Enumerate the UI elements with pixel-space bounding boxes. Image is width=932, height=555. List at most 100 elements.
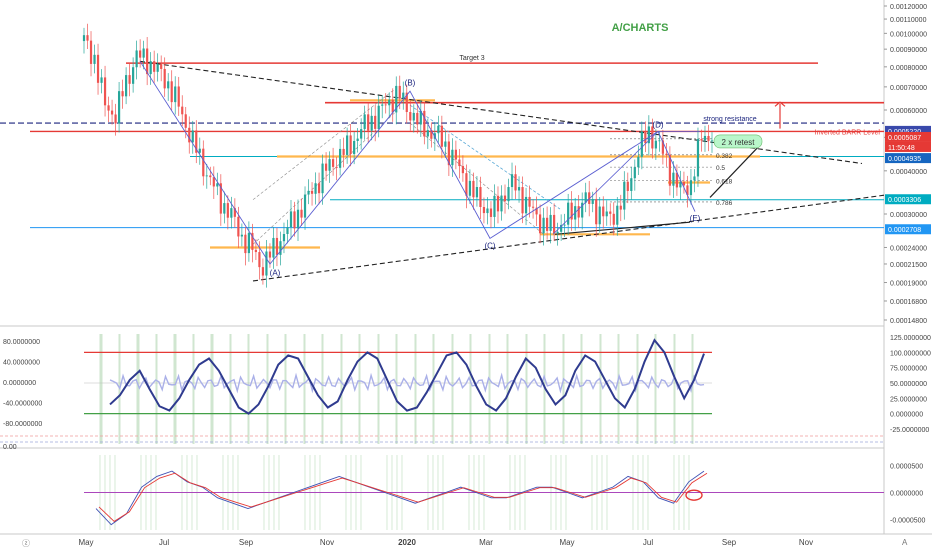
- candle-body: [303, 194, 307, 218]
- candle-body: [682, 181, 686, 186]
- time-axis-label: Sep: [722, 538, 737, 547]
- candle-body: [160, 64, 163, 69]
- price-axis: 0.00120000 0.00110000 0.00100000 0.00090000…: [884, 4, 927, 325]
- price-tag-text: 0.0003306: [888, 197, 921, 204]
- price-levels: Target 3 Inverted BARR Level strong resist…: [0, 55, 884, 229]
- macd-right-label: -0.0000500: [890, 517, 926, 524]
- candle-body: [268, 251, 272, 258]
- breakout-line: [709, 144, 761, 198]
- price-axis-label: 0.00070000: [890, 85, 927, 92]
- candle-body: [395, 85, 398, 113]
- candle-body: [658, 140, 661, 142]
- price-tag-text: 0.0005087: [888, 135, 921, 142]
- candle-body: [339, 148, 342, 168]
- candle-body: [198, 148, 201, 153]
- candle-body: [595, 199, 598, 225]
- price-axis-label: 0.00030000: [890, 212, 927, 219]
- candle-body: [346, 135, 349, 155]
- candle-body: [556, 231, 559, 234]
- osc-fast-line: [109, 372, 705, 394]
- candle-body: [517, 187, 521, 191]
- price-level-label: Target 3: [459, 55, 484, 62]
- candle-body: [191, 130, 194, 143]
- candle-body: [668, 154, 671, 186]
- candle-body: [458, 159, 461, 167]
- candle-body: [184, 114, 187, 128]
- wave-label: (D): [652, 120, 663, 129]
- candle-body: [672, 172, 675, 186]
- target-arrow-head: [774, 101, 786, 107]
- time-axis-label: Jul: [643, 538, 653, 547]
- candle-body: [444, 141, 447, 147]
- osc-right-label: 125.0000000: [890, 335, 931, 342]
- candle-body: [570, 202, 573, 220]
- candle-body: [272, 237, 275, 258]
- candle-body: [402, 92, 405, 99]
- time-axis-label: Nov: [799, 538, 813, 547]
- candle-body: [472, 180, 475, 198]
- candle-body: [447, 141, 450, 166]
- candle-body: [563, 224, 566, 226]
- candle-body: [605, 211, 608, 217]
- candle-body: [598, 206, 601, 225]
- candle-body: [693, 176, 696, 181]
- candle-body: [121, 91, 124, 97]
- candle-body: [167, 81, 170, 89]
- signal-line: [98, 472, 708, 522]
- candle-body: [377, 105, 380, 129]
- candle-body: [209, 175, 212, 178]
- wave-label: (A): [270, 269, 281, 278]
- price-axis-label: 0.00100000: [890, 31, 927, 38]
- candle-body: [430, 130, 433, 139]
- wave-path: [139, 61, 696, 265]
- price-tag-text: 0.0002708: [888, 227, 921, 234]
- candle-body: [493, 195, 496, 217]
- candle-body: [465, 173, 468, 196]
- candle-body: [679, 181, 682, 188]
- candle-body: [367, 114, 370, 131]
- candle-body: [616, 205, 619, 225]
- candle-body: [96, 54, 100, 83]
- osc-right-label: 0.0000000: [890, 412, 923, 419]
- candle-body: [349, 135, 352, 155]
- candle-body: [609, 211, 612, 214]
- candle-body: [310, 190, 314, 194]
- candle-body: [619, 205, 622, 210]
- wave-label: (E): [690, 214, 701, 223]
- candle-body: [654, 140, 657, 149]
- candle-body: [451, 149, 454, 166]
- candle-body: [531, 206, 535, 208]
- candle-body: [686, 185, 689, 196]
- candle-body: [356, 138, 359, 141]
- osc-right-label: 100.0000000: [890, 350, 931, 357]
- candle-body: [437, 125, 440, 134]
- wave-label: (B): [405, 79, 416, 88]
- candle-body: [153, 61, 156, 72]
- candle-body: [296, 209, 300, 229]
- candle-body: [230, 208, 233, 218]
- price-axis-label: 0.00060000: [890, 108, 927, 115]
- oscillator-panel: [0, 334, 884, 444]
- channel-line: [252, 88, 396, 200]
- auto-scale-icon[interactable]: A: [902, 538, 908, 547]
- candle-body: [117, 91, 121, 124]
- price-tag-bg: [885, 131, 931, 142]
- highlight-circle: [685, 489, 703, 501]
- support-trendline: [554, 221, 691, 235]
- macd-right-label: 0.0000500: [890, 464, 923, 471]
- candle-body: [581, 202, 584, 218]
- candle-body: [644, 131, 647, 144]
- macd-right-label: 0.0000000: [890, 491, 923, 498]
- candle-body: [500, 195, 503, 212]
- candle-body: [125, 75, 128, 97]
- price-axis-label: 0.00090000: [890, 47, 927, 54]
- candle-body: [254, 249, 258, 253]
- time-axis: May Jul Sep Nov 2020 Mar May Jul Sep Nov: [78, 538, 813, 547]
- candle-body: [700, 139, 703, 141]
- retest-label: 2 x retest: [722, 138, 756, 147]
- candle-body: [93, 54, 96, 64]
- candle-body: [135, 50, 138, 68]
- settings-icon[interactable]: ⓩ: [22, 539, 30, 548]
- candle-body: [612, 213, 615, 225]
